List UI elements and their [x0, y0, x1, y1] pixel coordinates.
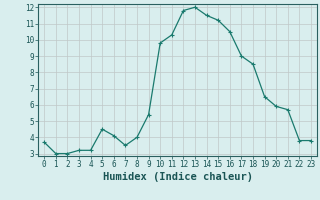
X-axis label: Humidex (Indice chaleur): Humidex (Indice chaleur): [103, 172, 252, 182]
